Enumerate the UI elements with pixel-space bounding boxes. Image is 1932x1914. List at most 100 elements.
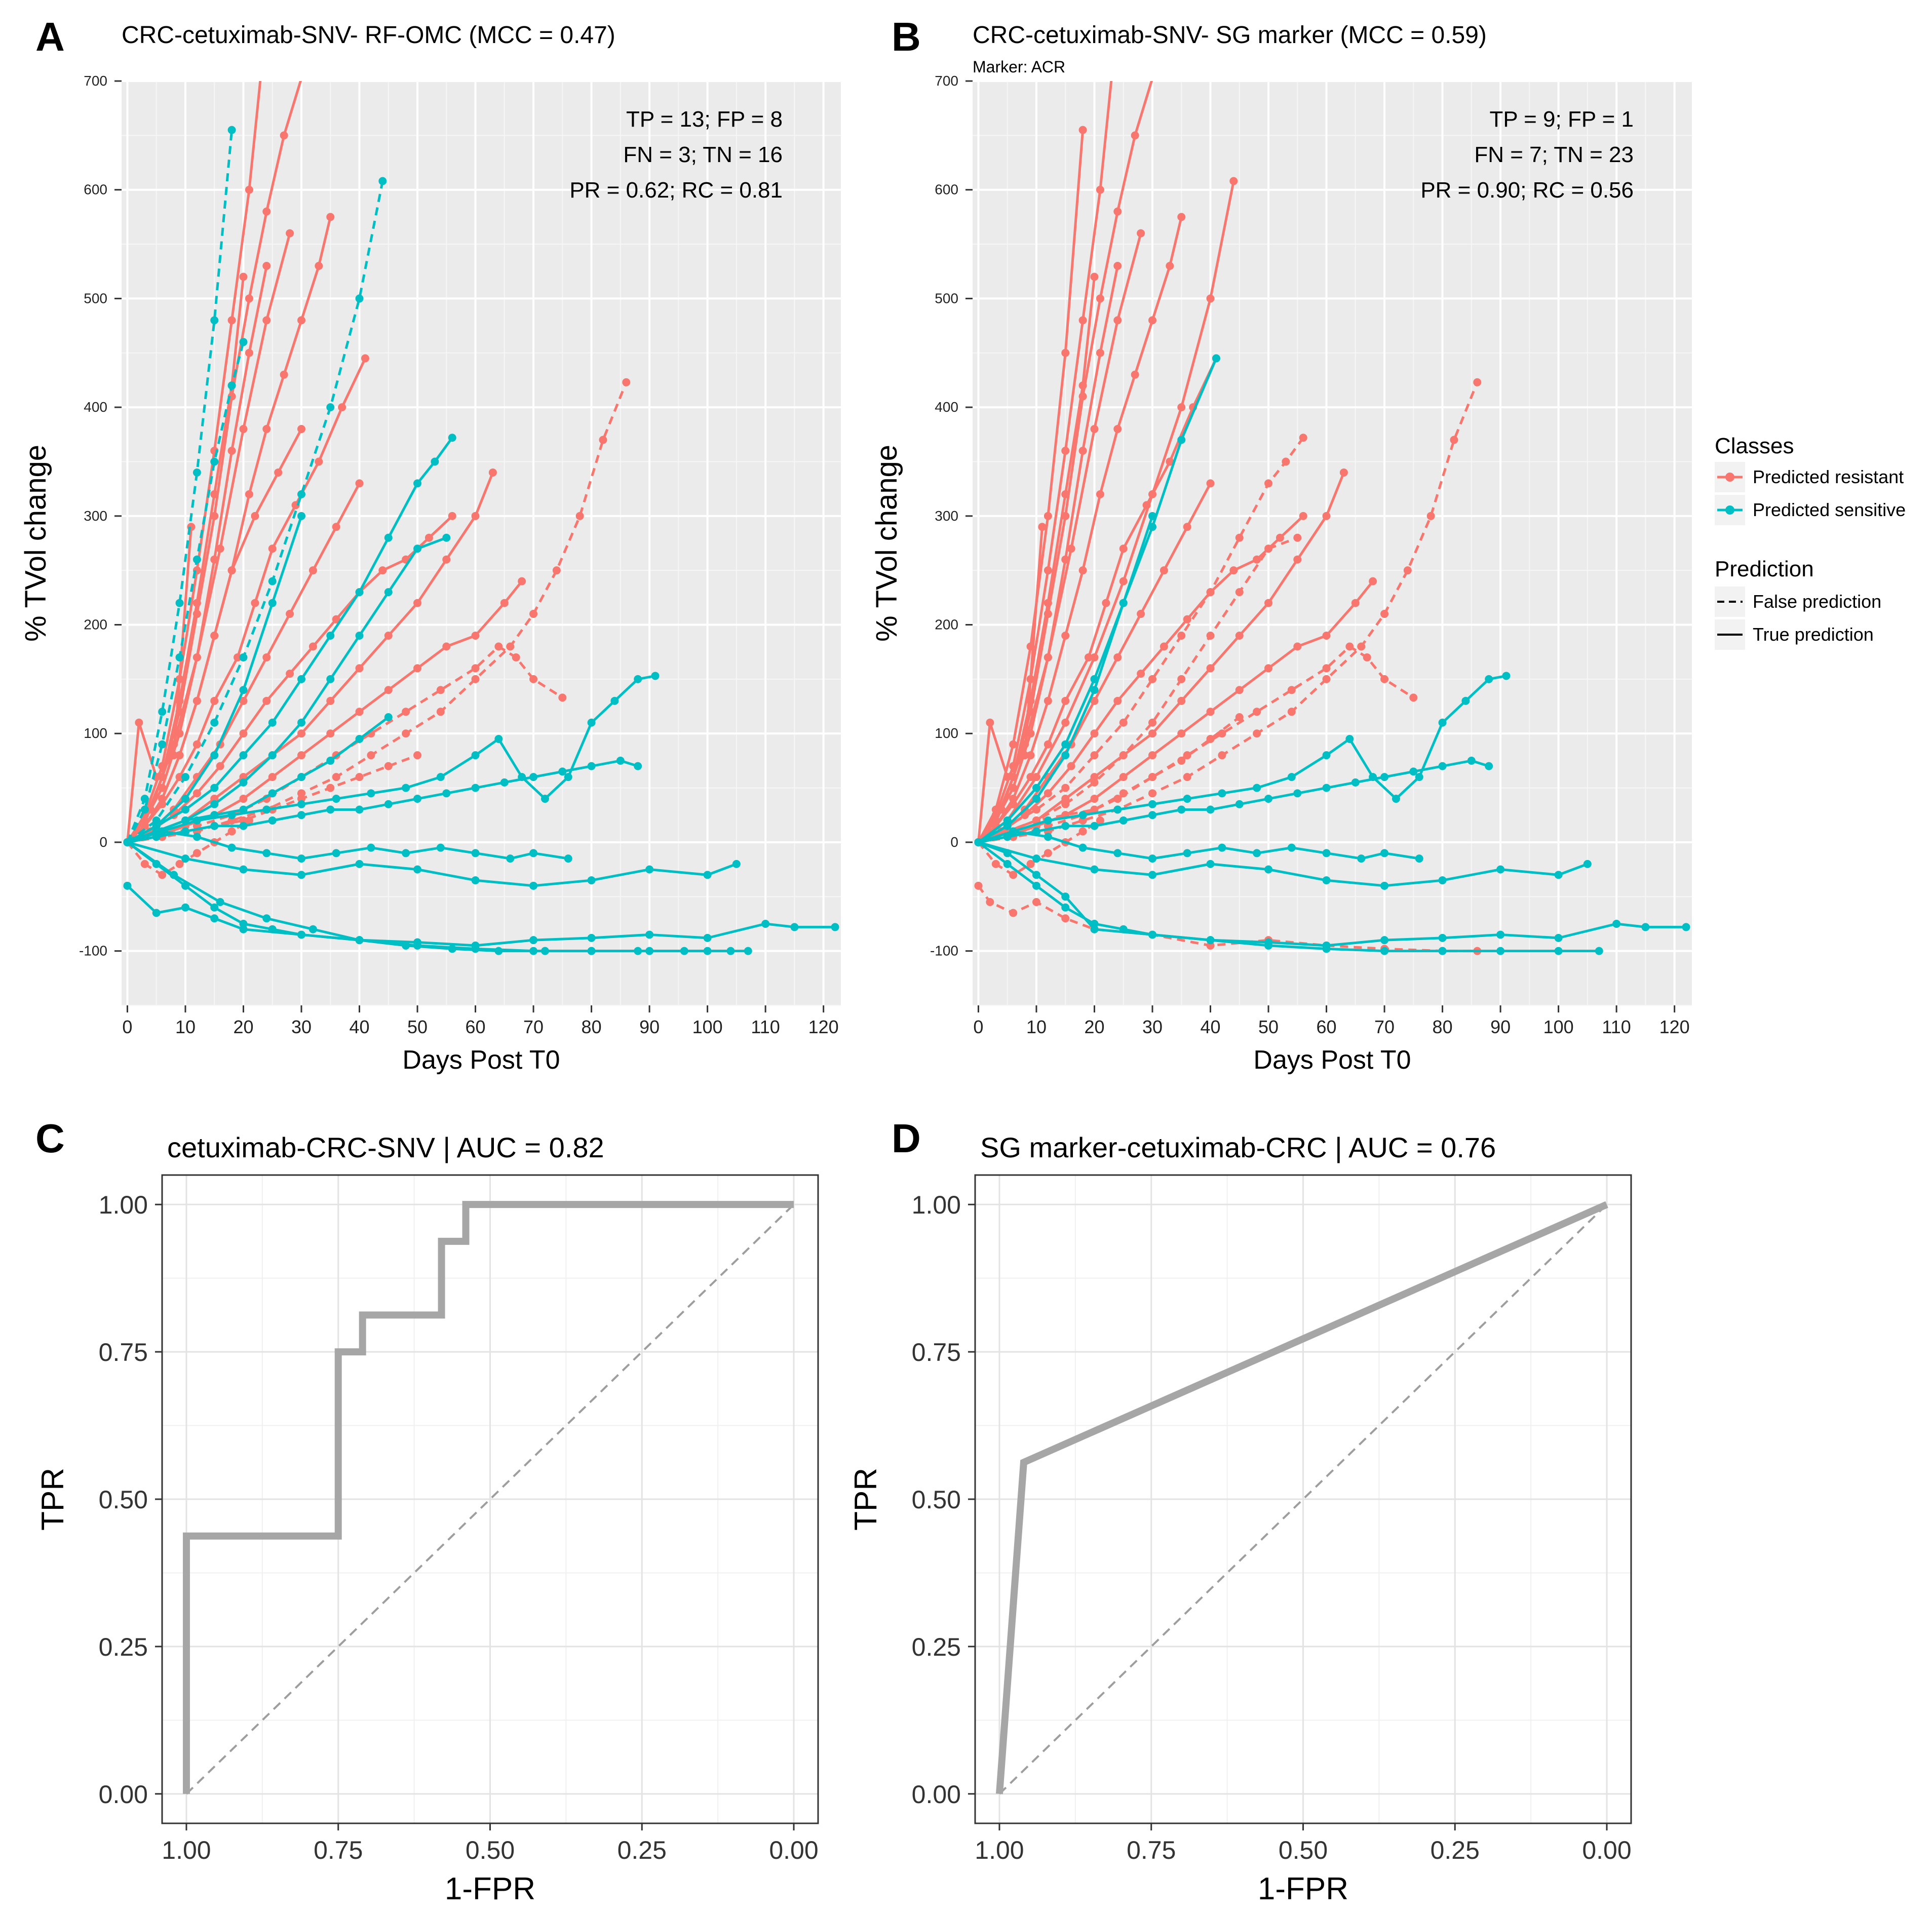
data-point [1061, 800, 1070, 808]
data-point [587, 876, 596, 885]
data-point [413, 938, 422, 947]
data-point [413, 865, 422, 874]
data-point [268, 773, 277, 782]
data-point [384, 800, 393, 808]
x-tick-label: 30 [1142, 1017, 1163, 1037]
data-point [175, 653, 184, 661]
data-point [1212, 354, 1220, 363]
data-point [158, 795, 167, 803]
data-point [384, 686, 393, 694]
data-point [1119, 577, 1128, 585]
data-point [587, 718, 596, 727]
data-point [1502, 672, 1511, 680]
data-point [471, 876, 480, 885]
series-line-sensitive [978, 841, 1686, 947]
x-tick-label: 0.75 [314, 1836, 363, 1864]
data-point [1166, 457, 1174, 466]
data-point [239, 653, 248, 661]
data-point [991, 816, 1000, 825]
data-point [326, 675, 335, 683]
data-point [1032, 773, 1040, 782]
data-point [1380, 675, 1389, 683]
panel-a-timeline: -100 0 100 200 300 400 500 600 700 0 10 20 30 40 50 60 7… [19, 14, 841, 1075]
panel-title: SG marker-cetuximab-CRC | AUC = 0.76 [980, 1131, 1496, 1163]
data-point [1119, 544, 1128, 553]
data-point [1044, 740, 1052, 749]
data-point [1206, 805, 1215, 814]
data-point [1485, 675, 1493, 683]
data-point [436, 708, 445, 716]
legend-title-classes: Classes [1715, 434, 1794, 458]
data-point [210, 800, 219, 808]
data-point [1061, 718, 1070, 727]
data-point [1357, 642, 1366, 651]
panel-title: CRC-cetuximab-SNV- SG marker (MCC = 0.59… [973, 22, 1487, 49]
data-point [1183, 523, 1191, 531]
data-point [332, 615, 340, 623]
data-point [1351, 599, 1360, 607]
data-point [494, 642, 503, 651]
data-point [175, 860, 184, 868]
series-line-sensitive [126, 884, 835, 947]
data-point [1119, 718, 1128, 727]
data-point [355, 708, 364, 716]
data-point [1061, 903, 1070, 912]
data-point [245, 490, 253, 498]
data-point [1229, 177, 1238, 185]
data-point [1357, 854, 1366, 863]
data-point [1345, 642, 1354, 651]
data-point [1438, 947, 1447, 955]
data-point [1166, 262, 1174, 270]
data-point [1206, 588, 1215, 597]
data-point [1061, 740, 1070, 749]
data-point [1078, 811, 1087, 819]
data-point [1177, 403, 1186, 412]
data-point [587, 762, 596, 770]
data-point [1044, 696, 1052, 705]
y-tick-label: 700 [84, 73, 107, 89]
data-point [367, 843, 375, 852]
data-point [355, 805, 364, 814]
data-point [622, 378, 631, 386]
data-point [634, 947, 642, 955]
data-point [355, 294, 364, 303]
data-point [239, 696, 248, 705]
data-point [1595, 947, 1603, 955]
data-point [1229, 566, 1238, 575]
data-point [326, 805, 335, 814]
data-point [239, 822, 248, 830]
data-point [587, 947, 596, 955]
legend-key-point [1725, 473, 1734, 482]
data-point [1032, 805, 1040, 814]
data-point [192, 789, 201, 798]
data-point [227, 126, 236, 134]
series-line-resistant [977, 181, 1235, 843]
panel-title: CRC-cetuximab-SNV- RF-OMC (MCC = 0.47) [122, 22, 615, 49]
panel-letter: D [892, 1116, 921, 1161]
data-point [210, 903, 219, 912]
data-point [1119, 751, 1128, 760]
data-point [575, 512, 584, 520]
data-point [402, 941, 410, 950]
data-point [986, 718, 994, 727]
data-point [1287, 773, 1296, 782]
y-tick-label: 0.75 [99, 1338, 148, 1366]
data-point [239, 751, 248, 760]
data-point [1119, 773, 1128, 782]
data-point [297, 490, 305, 498]
data-point [192, 833, 201, 841]
data-point [181, 773, 189, 782]
data-point [170, 871, 178, 879]
y-tick-label: 600 [935, 182, 958, 198]
data-point [1090, 425, 1099, 434]
data-point [442, 789, 451, 798]
data-point [1641, 923, 1650, 931]
x-tick-label: 50 [1258, 1017, 1279, 1037]
data-point [1061, 447, 1070, 455]
data-point [1026, 860, 1035, 868]
x-tick-label: 110 [751, 1017, 780, 1037]
data-point [1061, 822, 1070, 830]
data-point [1450, 436, 1458, 444]
plot-border [974, 1174, 1632, 1824]
y-tick-label: 100 [935, 725, 958, 741]
